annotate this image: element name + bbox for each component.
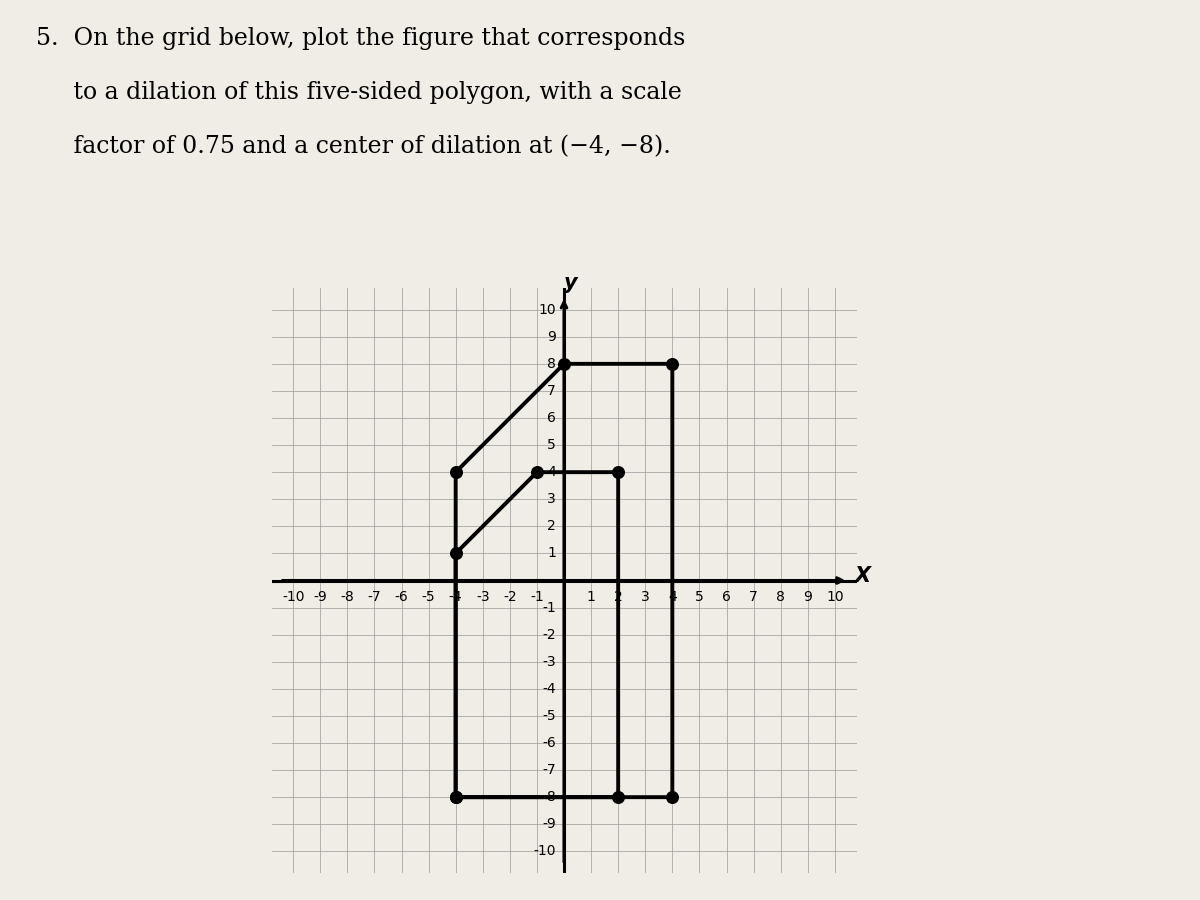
Text: 7: 7 [547,384,556,398]
Text: -6: -6 [395,590,408,604]
Point [446,790,466,805]
Text: 5.  On the grid below, plot the figure that corresponds: 5. On the grid below, plot the figure th… [36,27,685,50]
Text: -7: -7 [367,590,382,604]
Text: -9: -9 [542,817,556,832]
Text: 5: 5 [695,590,703,604]
Point [446,546,466,561]
Text: -7: -7 [542,763,556,777]
Text: -2: -2 [503,590,517,604]
Text: -8: -8 [341,590,354,604]
Text: X: X [853,566,870,587]
Point [527,465,546,480]
Text: 2: 2 [547,519,556,534]
Text: y: y [564,274,577,293]
Text: 9: 9 [803,590,812,604]
Text: -1: -1 [530,590,544,604]
Text: 8: 8 [547,356,556,371]
Point [662,790,682,805]
Text: -2: -2 [542,627,556,642]
Point [608,790,628,805]
Text: 5: 5 [547,438,556,452]
Text: 9: 9 [547,329,556,344]
Text: 10: 10 [539,302,556,317]
Text: 3: 3 [547,492,556,506]
Text: -3: -3 [542,655,556,669]
Point [446,790,466,805]
Point [446,465,466,480]
Text: -10: -10 [282,590,305,604]
Text: -5: -5 [542,709,556,723]
Text: to a dilation of this five-sided polygon, with a scale: to a dilation of this five-sided polygon… [36,81,682,104]
Text: -8: -8 [542,790,556,805]
Text: 8: 8 [776,590,785,604]
Text: 2: 2 [613,590,623,604]
Text: -4: -4 [542,682,556,696]
Text: 4: 4 [668,590,677,604]
Point [554,356,574,371]
Text: -9: -9 [313,590,328,604]
Text: 4: 4 [547,465,556,479]
Text: 7: 7 [749,590,758,604]
Text: 10: 10 [826,590,844,604]
Text: -1: -1 [542,600,556,615]
Text: 1: 1 [547,546,556,561]
Text: 6: 6 [547,411,556,425]
Text: -10: -10 [533,844,556,859]
Text: 3: 3 [641,590,649,604]
Text: 1: 1 [587,590,595,604]
Text: 6: 6 [722,590,731,604]
Point [608,465,628,480]
Text: -6: -6 [542,736,556,750]
Text: -4: -4 [449,590,462,604]
Text: factor of 0.75 and a center of dilation at (−4, −8).: factor of 0.75 and a center of dilation … [36,135,671,158]
Text: -5: -5 [421,590,436,604]
Text: -3: -3 [476,590,490,604]
Point [662,356,682,371]
